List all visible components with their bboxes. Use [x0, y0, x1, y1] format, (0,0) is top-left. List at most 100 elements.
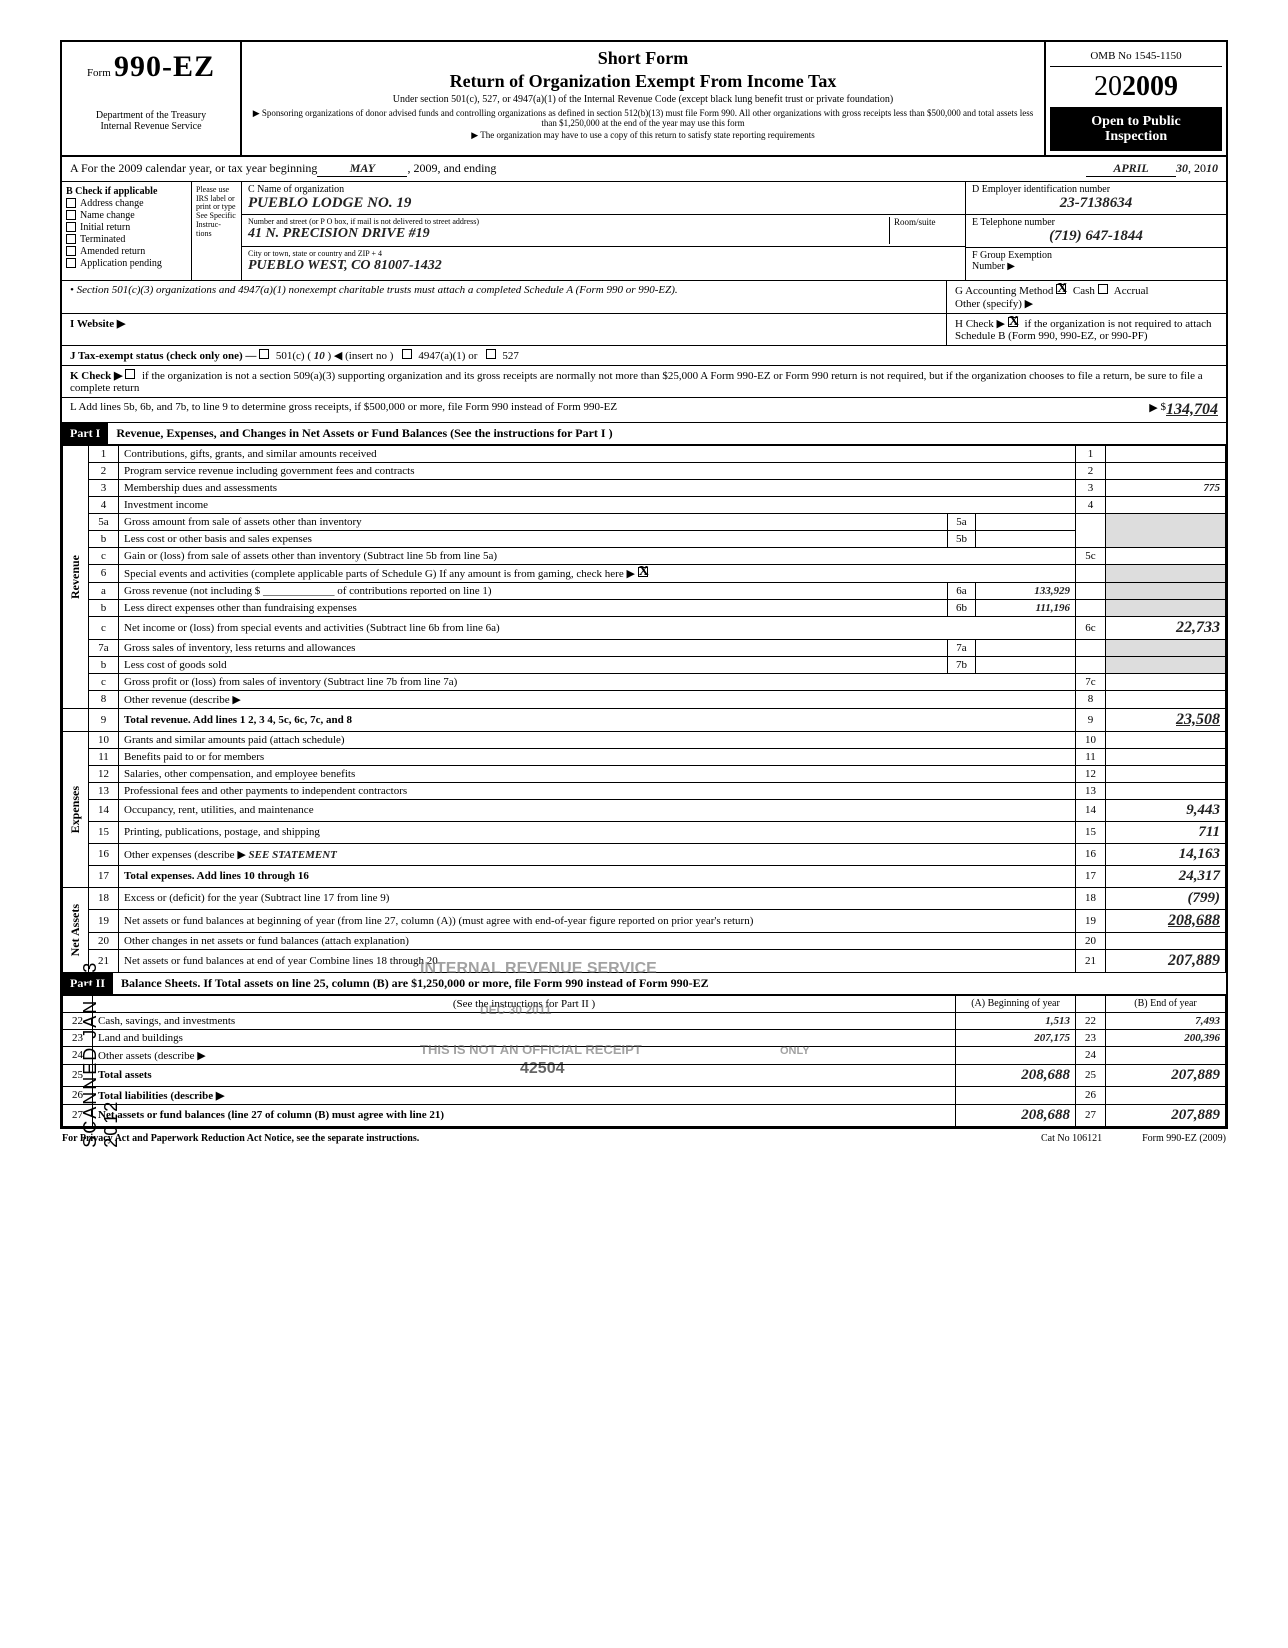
amt-6b: 111,196 [976, 599, 1076, 616]
bs27b: 207,889 [1106, 1104, 1226, 1126]
box-f-label2: Number ▶ [972, 261, 1015, 272]
row-website-h: I Website ▶ H Check ▶ if the organizatio… [62, 314, 1226, 346]
chk-4947[interactable] [402, 349, 412, 359]
form-footer-id: Form 990-EZ (2009) [1142, 1133, 1226, 1144]
form-number: 990-EZ [114, 50, 215, 83]
bs26a [956, 1086, 1076, 1104]
fineprint-1: ▶ Sponsoring organizations of donor advi… [252, 108, 1034, 129]
amt-18: (799) [1106, 887, 1226, 909]
row-j: J Tax-exempt status (check only one) — 5… [62, 346, 1226, 366]
amt-7c [1106, 673, 1226, 690]
dept-irs: Internal Revenue Service [70, 121, 232, 132]
period-mid: , 2009, and ending [407, 161, 496, 177]
amt-13 [1106, 782, 1226, 799]
amt-16: 14,163 [1106, 843, 1226, 865]
open-to-public: Open to Public Inspection [1050, 108, 1222, 151]
chk-accrual[interactable] [1098, 284, 1108, 294]
part2-table: (See the instructions for Part II ) (A) … [62, 995, 1226, 1127]
box-g: G Accounting Method Cash Accrual Other (… [946, 281, 1226, 313]
tax-year-row: A For the 2009 calendar year, or tax yea… [62, 157, 1226, 182]
header-right: OMB No 1545-1150 202009 Open to Public I… [1046, 42, 1226, 155]
period-end-month: APRIL [1086, 161, 1176, 177]
omb-number: OMB No 1545-1150 [1050, 46, 1222, 67]
box-b: B Check if applicable Address change Nam… [62, 182, 192, 280]
bs25b: 207,889 [1106, 1064, 1226, 1086]
box-c-label: C Name of organization [248, 184, 959, 195]
amt-6a: 133,929 [976, 582, 1076, 599]
box-f-label: F Group Exemption [972, 250, 1052, 261]
bs25a: 208,688 [956, 1064, 1076, 1086]
scanned-stamp: SCANNED JAN 1 3 2012 [80, 940, 122, 1148]
cat-no: Cat No 106121 [1041, 1133, 1102, 1144]
amt-7a [976, 639, 1076, 656]
chk-initial-return[interactable] [66, 222, 76, 232]
bs23b: 200,396 [1106, 1029, 1226, 1046]
chk-address-change[interactable] [66, 198, 76, 208]
chk-gaming[interactable] [638, 567, 648, 577]
amt-5a [976, 513, 1076, 530]
expenses-label: Expenses [68, 786, 83, 833]
website-row: I Website ▶ [62, 314, 946, 345]
revenue-label: Revenue [68, 555, 83, 599]
bs27a: 208,688 [956, 1104, 1076, 1126]
form-990ez: Form 990-EZ Department of the Treasury I… [60, 40, 1228, 1129]
chk-501c[interactable] [259, 349, 269, 359]
amt-15: 711 [1106, 821, 1226, 843]
chk-527[interactable] [486, 349, 496, 359]
org-street: 41 N. PRECISION DRIVE #19 [248, 226, 889, 242]
amt-14: 9,443 [1106, 799, 1226, 821]
box-h: H Check ▶ if the organization is not req… [946, 314, 1226, 345]
header-left: Form 990-EZ Department of the Treasury I… [62, 42, 242, 155]
period-end-year: 10 [1206, 161, 1218, 177]
bs26b [1106, 1086, 1226, 1104]
amt-10 [1106, 731, 1226, 748]
box-c: C Name of organization PUEBLO LODGE NO. … [242, 182, 966, 280]
return-title: Return of Organization Exempt From Incom… [252, 71, 1034, 92]
amt-21: 207,889 [1106, 949, 1226, 972]
period-end-day: 30 [1176, 161, 1188, 177]
chk-terminated[interactable] [66, 234, 76, 244]
org-name: PUEBLO LODGE NO. 19 [248, 195, 959, 212]
amt-1 [1106, 445, 1226, 462]
chk-k[interactable] [125, 369, 135, 379]
part2-instr: (See the instructions for Part II ) [93, 995, 956, 1012]
amt-5b [976, 530, 1076, 547]
j-insert: 10 [314, 350, 325, 362]
bs22a: 1,513 [956, 1012, 1076, 1029]
short-form-label: Short Form [252, 48, 1034, 69]
chk-h[interactable] [1008, 317, 1018, 327]
city-label: City or town, state or country and ZIP +… [248, 249, 959, 258]
amt-9: 23,508 [1106, 708, 1226, 731]
form-year: 202009 [1050, 67, 1222, 108]
l-value: 134,704 [1166, 401, 1218, 419]
fineprint-2: ▶ The organization may have to use a cop… [252, 130, 1034, 140]
part1-title: Revenue, Expenses, and Changes in Net As… [108, 423, 1226, 444]
bs24a [956, 1046, 1076, 1064]
part2-colB: (B) End of year [1106, 995, 1226, 1012]
bs22b: 7,493 [1106, 1012, 1226, 1029]
amt-19: 208,688 [1106, 909, 1226, 932]
phone: (719) 647-1844 [972, 228, 1220, 245]
amt-12 [1106, 765, 1226, 782]
amt-3: 775 [1106, 479, 1226, 496]
amt-11 [1106, 748, 1226, 765]
chk-app-pending[interactable] [66, 258, 76, 268]
ein: 23-7138634 [972, 195, 1220, 212]
amt-17: 24,317 [1106, 865, 1226, 887]
amt-7b [976, 656, 1076, 673]
street-label: Number and street (or P O box, if mail i… [248, 217, 889, 226]
chk-amended[interactable] [66, 246, 76, 256]
amt-4 [1106, 496, 1226, 513]
form-footer: For Privacy Act and Paperwork Reduction … [60, 1129, 1228, 1148]
chk-cash[interactable] [1056, 284, 1066, 294]
part2-title: Balance Sheets. If Total assets on line … [113, 973, 1226, 994]
box-b-label: B Check if applicable [66, 186, 187, 197]
form-header: Form 990-EZ Department of the Treasury I… [62, 42, 1226, 157]
info-block: B Check if applicable Address change Nam… [62, 182, 1226, 281]
chk-name-change[interactable] [66, 210, 76, 220]
room-label: Room/suite [889, 217, 959, 244]
row-k: K Check ▶ if the organization is not a s… [62, 366, 1226, 398]
amt-6c: 22,733 [1106, 616, 1226, 639]
part2-header: Part II Balance Sheets. If Total assets … [62, 973, 1226, 995]
org-city: PUEBLO WEST, CO 81007-1432 [248, 258, 959, 274]
